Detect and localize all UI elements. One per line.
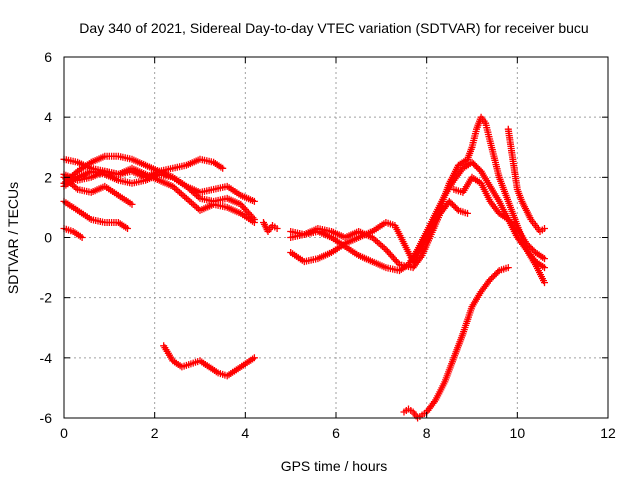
data-point	[470, 160, 477, 168]
series-arc-1	[60, 155, 227, 181]
series-arc-8	[160, 342, 258, 380]
series-arc-12	[287, 197, 471, 272]
data-point	[250, 219, 258, 226]
data-point	[471, 161, 479, 169]
data-point	[504, 264, 512, 272]
data-point	[78, 234, 86, 241]
data-point	[474, 164, 482, 172]
data-point	[528, 246, 536, 253]
data-point	[488, 274, 496, 282]
x-tick-label: 8	[423, 425, 431, 441]
series-arc-13	[450, 173, 548, 263]
series-arc-6	[60, 197, 131, 232]
y-tick-label: 6	[44, 49, 52, 65]
data-point	[128, 200, 136, 208]
data-point	[445, 197, 453, 205]
series-arc-5	[60, 173, 136, 208]
data-point	[464, 209, 471, 217]
data-point	[447, 199, 455, 207]
series-arc-7	[60, 225, 86, 241]
chart-title: Day 340 of 2021, Sidereal Day-to-day VTE…	[79, 20, 588, 36]
y-axis-label: SDTVAR / TECUs	[5, 182, 21, 294]
data-point	[494, 268, 502, 276]
x-axis-label: GPS time / hours	[281, 458, 388, 474]
data-points	[60, 113, 548, 422]
data-point	[250, 197, 258, 205]
data-point	[124, 225, 131, 232]
series-arc-9	[260, 219, 281, 235]
x-tick-label: 0	[60, 425, 68, 441]
x-tick-label: 6	[332, 425, 340, 441]
data-point	[541, 255, 548, 263]
data-point	[541, 225, 548, 232]
data-point	[507, 219, 515, 226]
data-point	[453, 205, 461, 213]
data-point	[486, 276, 494, 284]
series-arc-15	[400, 264, 512, 422]
data-point	[448, 200, 456, 208]
data-point	[510, 222, 518, 229]
data-point	[504, 216, 512, 223]
y-tick-label: 0	[44, 230, 52, 246]
data-point	[492, 270, 500, 278]
x-tick-label: 4	[241, 425, 249, 441]
data-point	[541, 264, 548, 272]
data-point	[219, 164, 227, 172]
data-point	[506, 217, 514, 225]
axis-ticks: 0 2 4 6 8 10 12 -6 -4 -2 0 2 4 6	[40, 49, 616, 441]
data-point	[525, 243, 533, 250]
data-point	[473, 163, 480, 171]
data-point	[391, 256, 399, 264]
data-point	[524, 241, 532, 249]
y-tick-label: 2	[44, 169, 52, 185]
data-point	[450, 202, 458, 210]
y-tick-label: 4	[44, 109, 52, 125]
data-point	[509, 220, 517, 228]
data-point	[385, 249, 393, 257]
x-tick-label: 2	[151, 425, 159, 441]
data-point	[451, 203, 459, 211]
data-point	[240, 204, 248, 212]
y-tick-label: -4	[40, 350, 53, 366]
x-tick-label: 10	[510, 425, 526, 441]
data-point	[522, 240, 530, 247]
data-point	[527, 244, 535, 252]
data-point	[489, 273, 497, 281]
series-arc-14	[504, 125, 548, 235]
data-point	[541, 279, 548, 287]
y-tick-label: -6	[40, 410, 53, 426]
data-point	[273, 225, 281, 232]
data-point	[250, 354, 258, 362]
y-tick-label: -2	[40, 290, 53, 306]
data-point	[468, 158, 476, 166]
x-tick-label: 12	[600, 425, 616, 441]
data-point	[491, 271, 499, 279]
